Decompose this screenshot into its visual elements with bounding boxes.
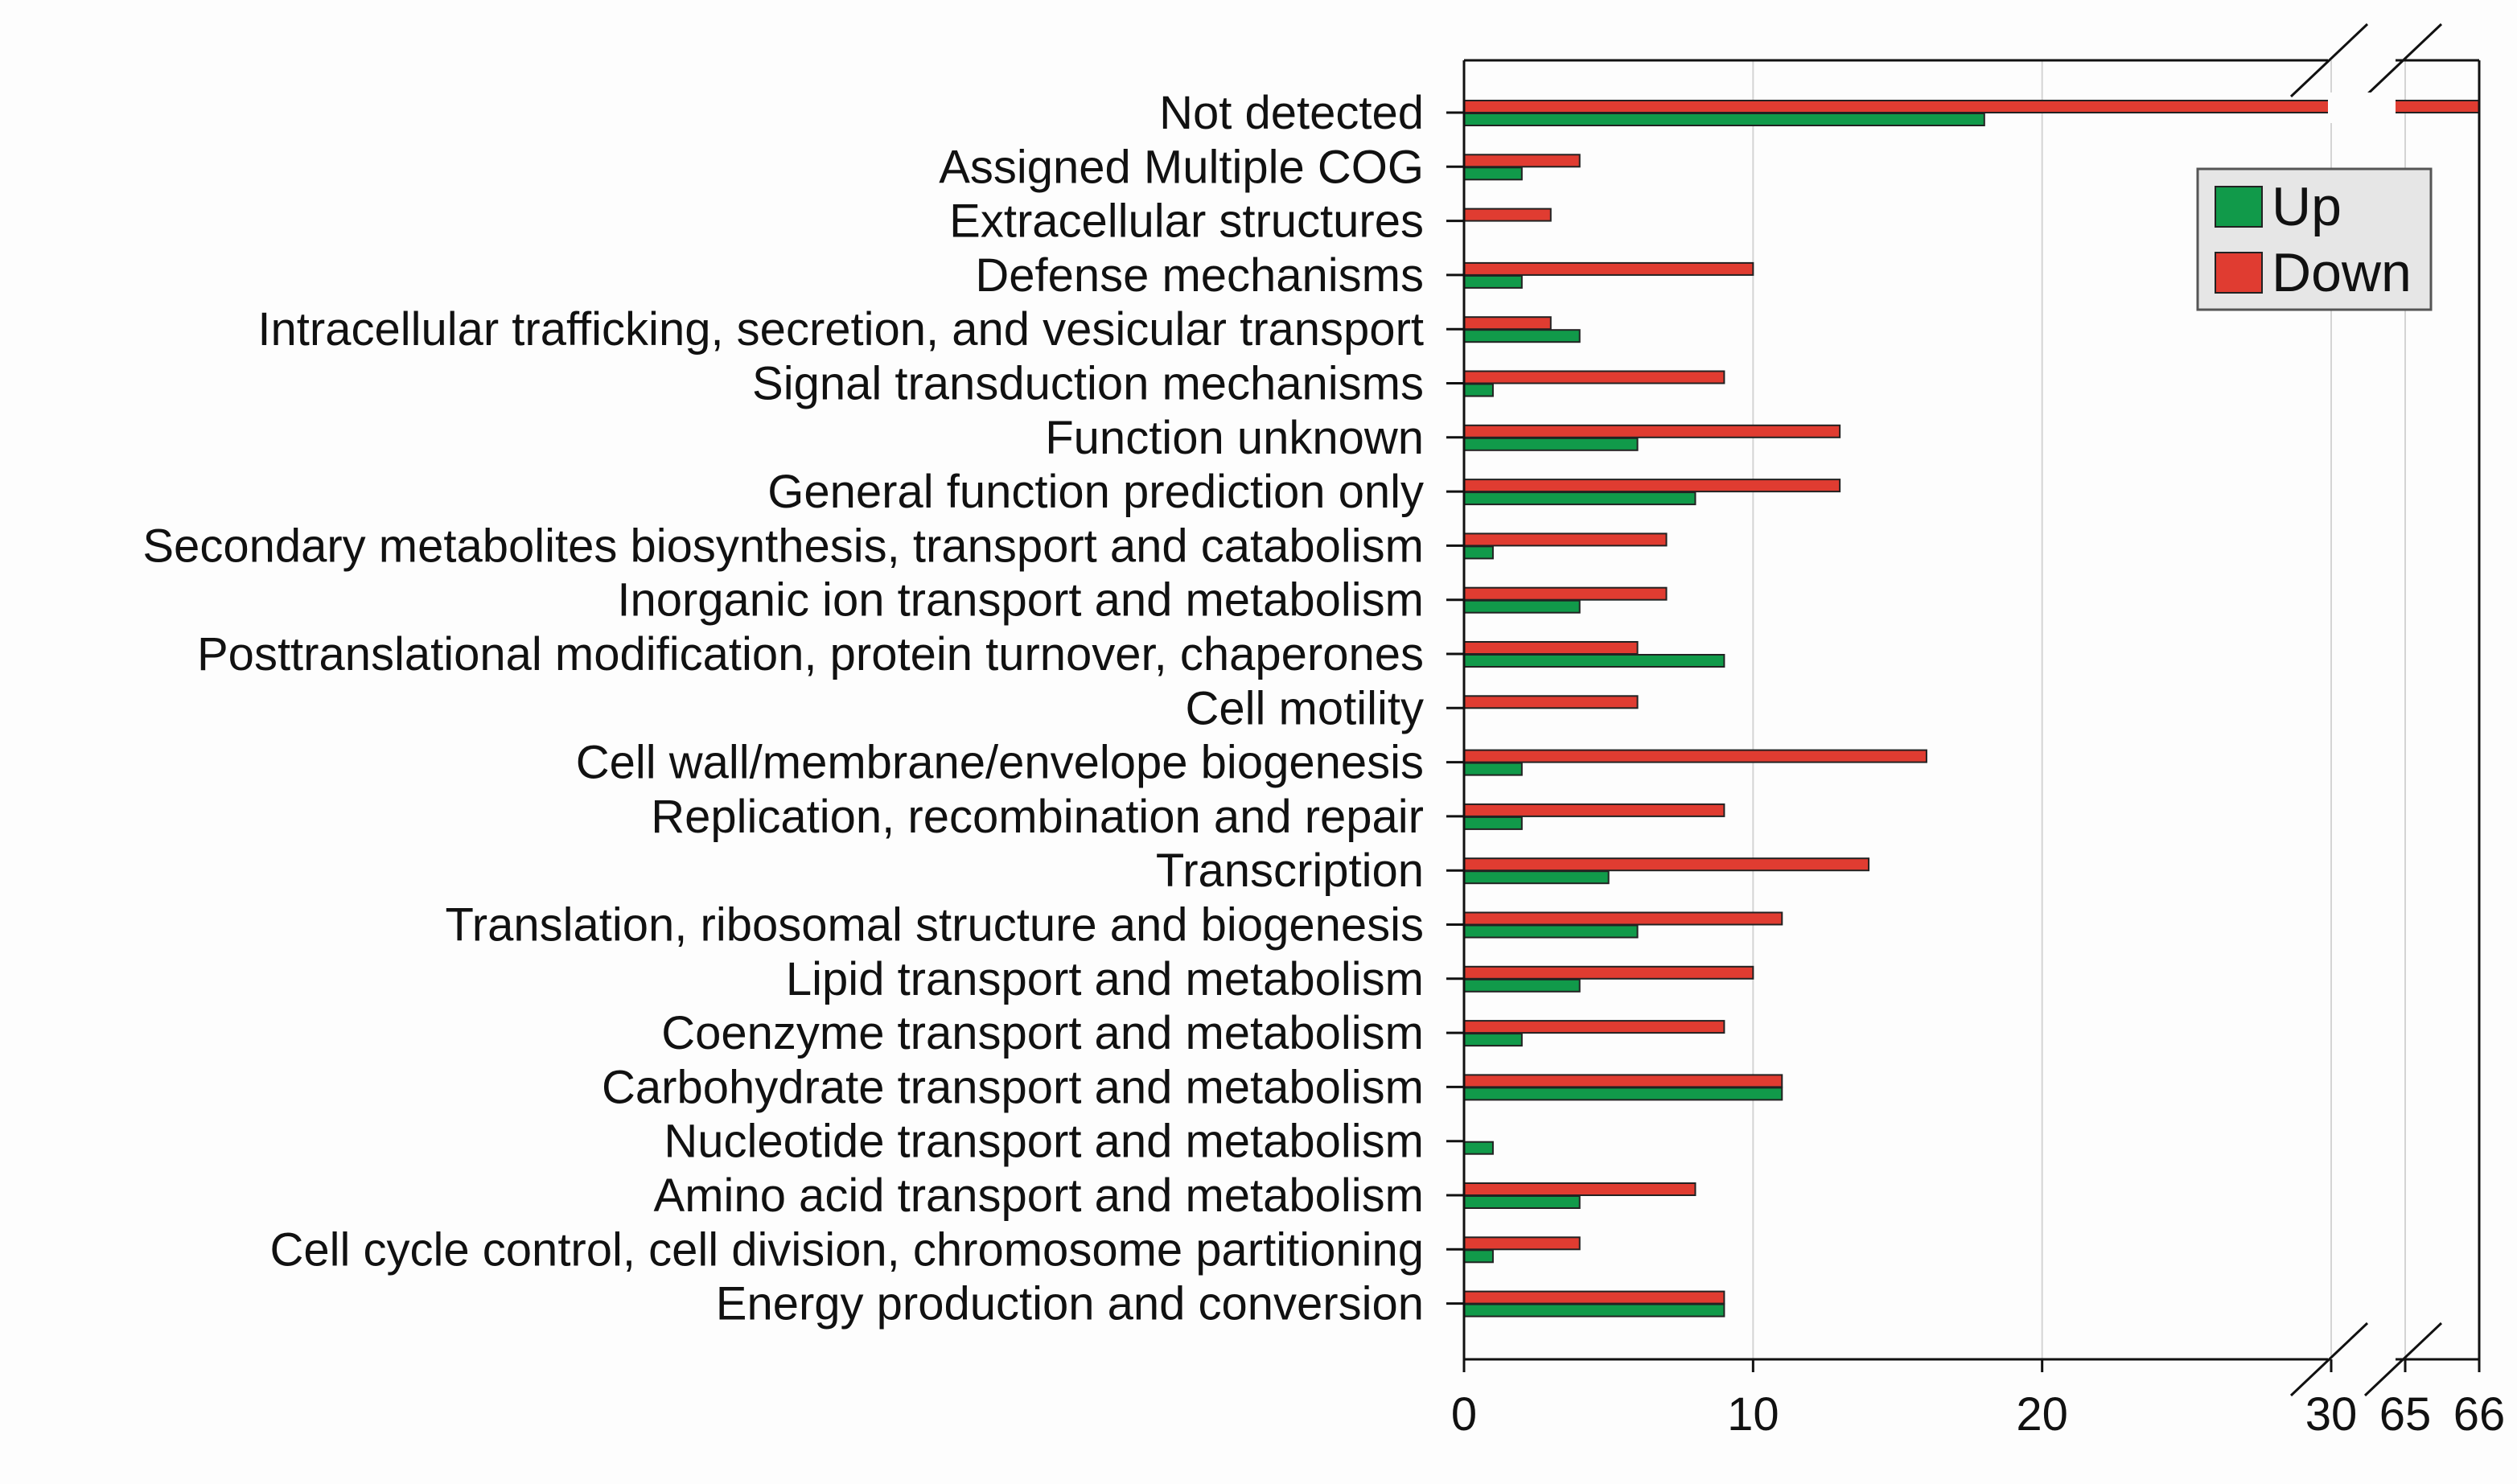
category-label-intracellular-trafficking-secretion-and-vesicular-transport: Intracellular trafficking, secretion, an… (257, 303, 1424, 356)
bar-down-signal-transduction-mechanisms (1463, 370, 1725, 384)
category-label-nucleotide-transport-and-metabolism: Nucleotide transport and metabolism (664, 1116, 1424, 1168)
bar-up-amino-acid-transport-and-metabolism (1463, 1195, 1581, 1209)
bar-down-energy-production-and-conversion (1463, 1290, 1725, 1305)
tick-labels: 0 10 20 30 65 66 (1451, 1388, 2505, 1441)
bar-up-energy-production-and-conversion (1463, 1303, 1725, 1318)
bar-down-amino-acid-transport-and-metabolism (1463, 1182, 1697, 1196)
bar-down-replication-recombination-and-repair (1463, 803, 1725, 817)
bar-down-translation-ribosomal-structure-and-biogenesis (1463, 911, 1783, 926)
category-label-cell-cycle-control-cell-division-chromosome-partitioning: Cell cycle control, cell division, chrom… (270, 1223, 1424, 1276)
axis-break-slash-bottom-1 (2289, 1322, 2369, 1397)
bar-up-defense-mechanisms (1463, 274, 1523, 289)
bar-down-transcription (1463, 857, 1870, 872)
bar-down-defense-mechanisms (1463, 261, 1754, 276)
bar-up-assigned-multiple-cog (1463, 166, 1523, 181)
legend-swatch-down (2215, 252, 2263, 294)
bar-up-replication-recombination-and-repair (1463, 816, 1523, 830)
legend-swatch-up (2215, 186, 2263, 228)
x-tick-label-20: 20 (2016, 1388, 2068, 1441)
bar-down-not-detected (1463, 100, 2480, 113)
bar-down-cell-motility (1463, 695, 1639, 709)
bar-up-secondary-metabolites-biosynthesis-transport-and-catabolism (1463, 545, 1494, 560)
axis-break-slash-bottom-2 (2363, 1322, 2443, 1397)
bar-up-inorganic-ion-transport-and-metabolism (1463, 599, 1581, 614)
category-label-not-detected: Not detected (1159, 87, 1424, 139)
bar-up-general-function-prediction-only (1463, 491, 1697, 506)
category-label-posttranslational-modification-protein-turnover-chaperones: Posttranslational modification, protein … (197, 628, 1424, 680)
bar-up-transcription (1463, 870, 1610, 885)
bar-down-function-unknown (1463, 424, 1841, 438)
bar-up-posttranslational-modification-protein-turnover-chaperones (1463, 654, 1725, 668)
axis-break-slash-top-1 (2289, 23, 2369, 98)
category-label-assigned-multiple-cog: Assigned Multiple COG (939, 141, 1424, 193)
category-label-coenzyme-transport-and-metabolism: Coenzyme transport and metabolism (661, 1007, 1424, 1059)
bar-up-nucleotide-transport-and-metabolism (1463, 1141, 1494, 1155)
category-label-extracellular-structures: Extracellular structures (949, 195, 1424, 248)
category-label-defense-mechanisms: Defense mechanisms (975, 249, 1424, 302)
bar-down-carbohydrate-transport-and-metabolism (1463, 1074, 1783, 1088)
bar-up-coenzyme-transport-and-metabolism (1463, 1033, 1523, 1047)
bar-up-function-unknown (1463, 437, 1639, 451)
category-label-general-function-prediction-only: General function prediction only (767, 466, 1424, 518)
legend-label-up: Up (2272, 176, 2342, 237)
bar-down-general-function-prediction-only (1463, 479, 1841, 493)
category-label-carbohydrate-transport-and-metabolism: Carbohydrate transport and metabolism (602, 1061, 1424, 1113)
x-tick-label-66: 66 (2453, 1388, 2506, 1441)
x-tick-label-0: 0 (1451, 1388, 1477, 1441)
bar-down-inorganic-ion-transport-and-metabolism (1463, 586, 1668, 601)
legend-label-down: Down (2272, 242, 2412, 303)
category-label-amino-acid-transport-and-metabolism: Amino acid transport and metabolism (654, 1170, 1424, 1222)
category-label-translation-ribosomal-structure-and-biogenesis: Translation, ribosomal structure and bio… (446, 899, 1424, 952)
x-tick-label-65: 65 (2379, 1388, 2432, 1441)
bar-up-not-detected (1463, 113, 1985, 126)
bar-down-cell-wall-membrane-envelope-biogenesis (1463, 749, 1927, 763)
axis-break-slash-top-2 (2363, 23, 2443, 98)
axis-break-gap (2328, 92, 2396, 123)
bar-down-extracellular-structures (1463, 208, 1552, 222)
bar-up-signal-transduction-mechanisms (1463, 383, 1494, 397)
category-label-replication-recombination-and-repair: Replication, recombination and repair (651, 791, 1424, 843)
bar-up-lipid-transport-and-metabolism (1463, 978, 1581, 993)
category-label-inorganic-ion-transport-and-metabolism: Inorganic ion transport and metabolism (617, 574, 1424, 627)
category-label-transcription: Transcription (1156, 845, 1424, 897)
axes (1446, 23, 2481, 1397)
category-label-signal-transduction-mechanisms: Signal transduction mechanisms (752, 358, 1424, 410)
bar-up-translation-ribosomal-structure-and-biogenesis (1463, 924, 1639, 939)
category-label-energy-production-and-conversion: Energy production and conversion (716, 1278, 1424, 1330)
bar-down-intracellular-trafficking-secretion-and-vesicular-transport (1463, 316, 1552, 331)
bars (1463, 100, 2480, 1318)
bar-down-coenzyme-transport-and-metabolism (1463, 1020, 1725, 1034)
x-tick-label-10: 10 (1727, 1388, 1779, 1441)
category-label-secondary-metabolites-biosynthesis-transport-and-catabolism: Secondary metabolites biosynthesis, tran… (142, 520, 1424, 572)
bar-down-cell-cycle-control-cell-division-chromosome-partitioning (1463, 1236, 1581, 1251)
bar-down-assigned-multiple-cog (1463, 154, 1581, 168)
bar-up-carbohydrate-transport-and-metabolism (1463, 1087, 1783, 1101)
bar-up-intracellular-trafficking-secretion-and-vesicular-transport (1463, 329, 1581, 343)
category-label-cell-wall-membrane-envelope-biogenesis: Cell wall/membrane/envelope biogenesis (576, 737, 1424, 789)
bar-down-lipid-transport-and-metabolism (1463, 965, 1754, 980)
bar-down-secondary-metabolites-biosynthesis-transport-and-catabolism (1463, 532, 1668, 547)
category-label-lipid-transport-and-metabolism: Lipid transport and metabolism (786, 953, 1424, 1005)
category-label-cell-motility: Cell motility (1186, 682, 1425, 734)
bar-up-cell-wall-membrane-envelope-biogenesis (1463, 762, 1523, 776)
x-tick-label-30: 30 (2305, 1388, 2358, 1441)
category-label-function-unknown: Function unknown (1045, 412, 1424, 464)
bar-down-posttranslational-modification-protein-turnover-chaperones (1463, 641, 1639, 655)
bar-up-cell-cycle-control-cell-division-chromosome-partitioning (1463, 1249, 1494, 1264)
